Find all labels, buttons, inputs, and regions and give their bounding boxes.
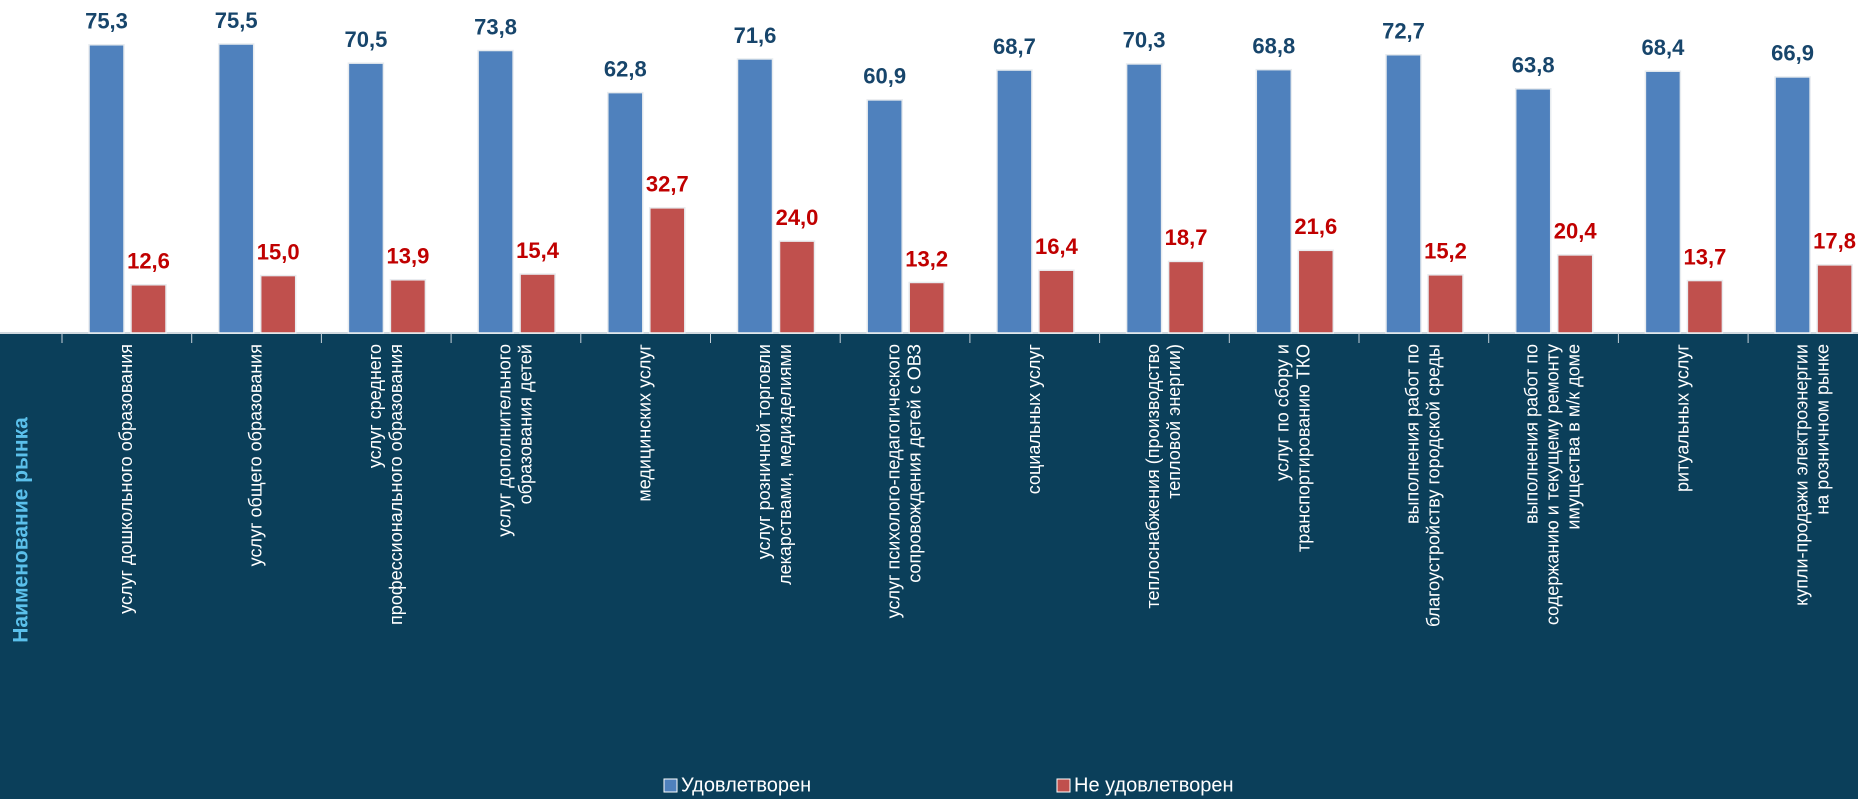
value-label: 75,3 [85, 9, 128, 34]
bar [1297, 249, 1335, 334]
x-tick-label: социальных услуг [1024, 344, 1044, 495]
bar [347, 62, 385, 334]
bar [866, 99, 903, 334]
x-tick-label: услуг среднегопрофессионального образова… [365, 344, 406, 625]
x-tick-label: услуг общего образования [245, 344, 265, 566]
x-tick-label: купли-продажи электроэнергиина розничном… [1791, 344, 1832, 606]
bar [1167, 260, 1205, 334]
bar [1038, 269, 1075, 334]
value-label: 73,8 [474, 14, 517, 39]
bar [908, 281, 945, 334]
x-tick-label: ритуальных услуг [1672, 344, 1692, 492]
value-label: 15,2 [1424, 239, 1467, 264]
bar [259, 274, 297, 334]
bar [1686, 279, 1724, 334]
bar [519, 273, 556, 334]
value-label: 68,8 [1252, 33, 1295, 58]
value-label: 24,0 [776, 205, 819, 230]
value-label: 70,5 [344, 27, 387, 52]
x-tick-label: теплоснабжения (производствотепловой эне… [1143, 344, 1184, 609]
x-tick-label: услуг по сбору итранспортированию ТКО [1272, 344, 1313, 552]
bar [736, 58, 774, 334]
value-label: 32,7 [646, 172, 689, 197]
x-tick-label: выполнения работ посодержанию и текущему… [1521, 344, 1583, 625]
bar [1644, 70, 1682, 334]
bar [217, 43, 255, 334]
value-label: 72,7 [1382, 19, 1425, 44]
value-label: 15,4 [516, 238, 560, 263]
x-tick-label: услуг дополнительногообразования детей [494, 344, 535, 537]
value-label: 15,0 [257, 239, 300, 264]
value-label: 21,6 [1294, 214, 1337, 239]
category-band [0, 333, 1858, 799]
value-label: 13,9 [386, 244, 429, 269]
x-tick-label: услуг розничной торговлилекарствами, мед… [754, 344, 795, 585]
bar [477, 49, 514, 334]
bar [1514, 88, 1552, 334]
value-label: 18,7 [1165, 225, 1208, 250]
bar [649, 207, 686, 334]
value-label: 66,9 [1771, 41, 1814, 66]
bar [607, 91, 644, 334]
value-label: 17,8 [1813, 229, 1856, 254]
bar [1816, 264, 1853, 334]
x-tick-label: услуг дошкольного образования [116, 344, 136, 614]
bar [778, 240, 816, 334]
legend-label: Не удовлетворен [1074, 774, 1234, 796]
value-label: 62,8 [604, 56, 647, 81]
value-label: 71,6 [734, 23, 777, 48]
value-label: 75,5 [215, 8, 258, 33]
bar [130, 284, 167, 334]
x-tick-label: выполнения работ поблагоустройству город… [1402, 344, 1443, 627]
bar [1427, 274, 1464, 334]
bar [88, 44, 125, 334]
bar [1556, 254, 1594, 334]
bar [1774, 76, 1811, 334]
bar [1255, 68, 1293, 334]
legend-swatch [663, 778, 678, 793]
bar [389, 279, 427, 334]
bar [996, 69, 1033, 334]
bar [1385, 53, 1422, 334]
value-label: 20,4 [1554, 219, 1598, 244]
x-tick-label: услуг психолого-педагогическогосопровожд… [883, 344, 924, 618]
legend-swatch [1056, 778, 1071, 793]
bar [1125, 63, 1163, 334]
value-label: 60,9 [863, 64, 906, 89]
value-label: 68,4 [1641, 35, 1685, 60]
value-label: 63,8 [1512, 53, 1555, 78]
value-label: 13,7 [1683, 244, 1726, 269]
value-label: 12,6 [127, 249, 170, 274]
value-label: 68,7 [993, 34, 1036, 59]
y-axis-label: Наименование рынка [10, 417, 33, 643]
legend-label: Удовлетворен [681, 774, 811, 796]
x-tick-label: медицинских услуг [634, 344, 654, 502]
value-label: 16,4 [1035, 234, 1079, 259]
value-label: 70,3 [1123, 28, 1166, 53]
value-label: 13,2 [905, 246, 948, 271]
